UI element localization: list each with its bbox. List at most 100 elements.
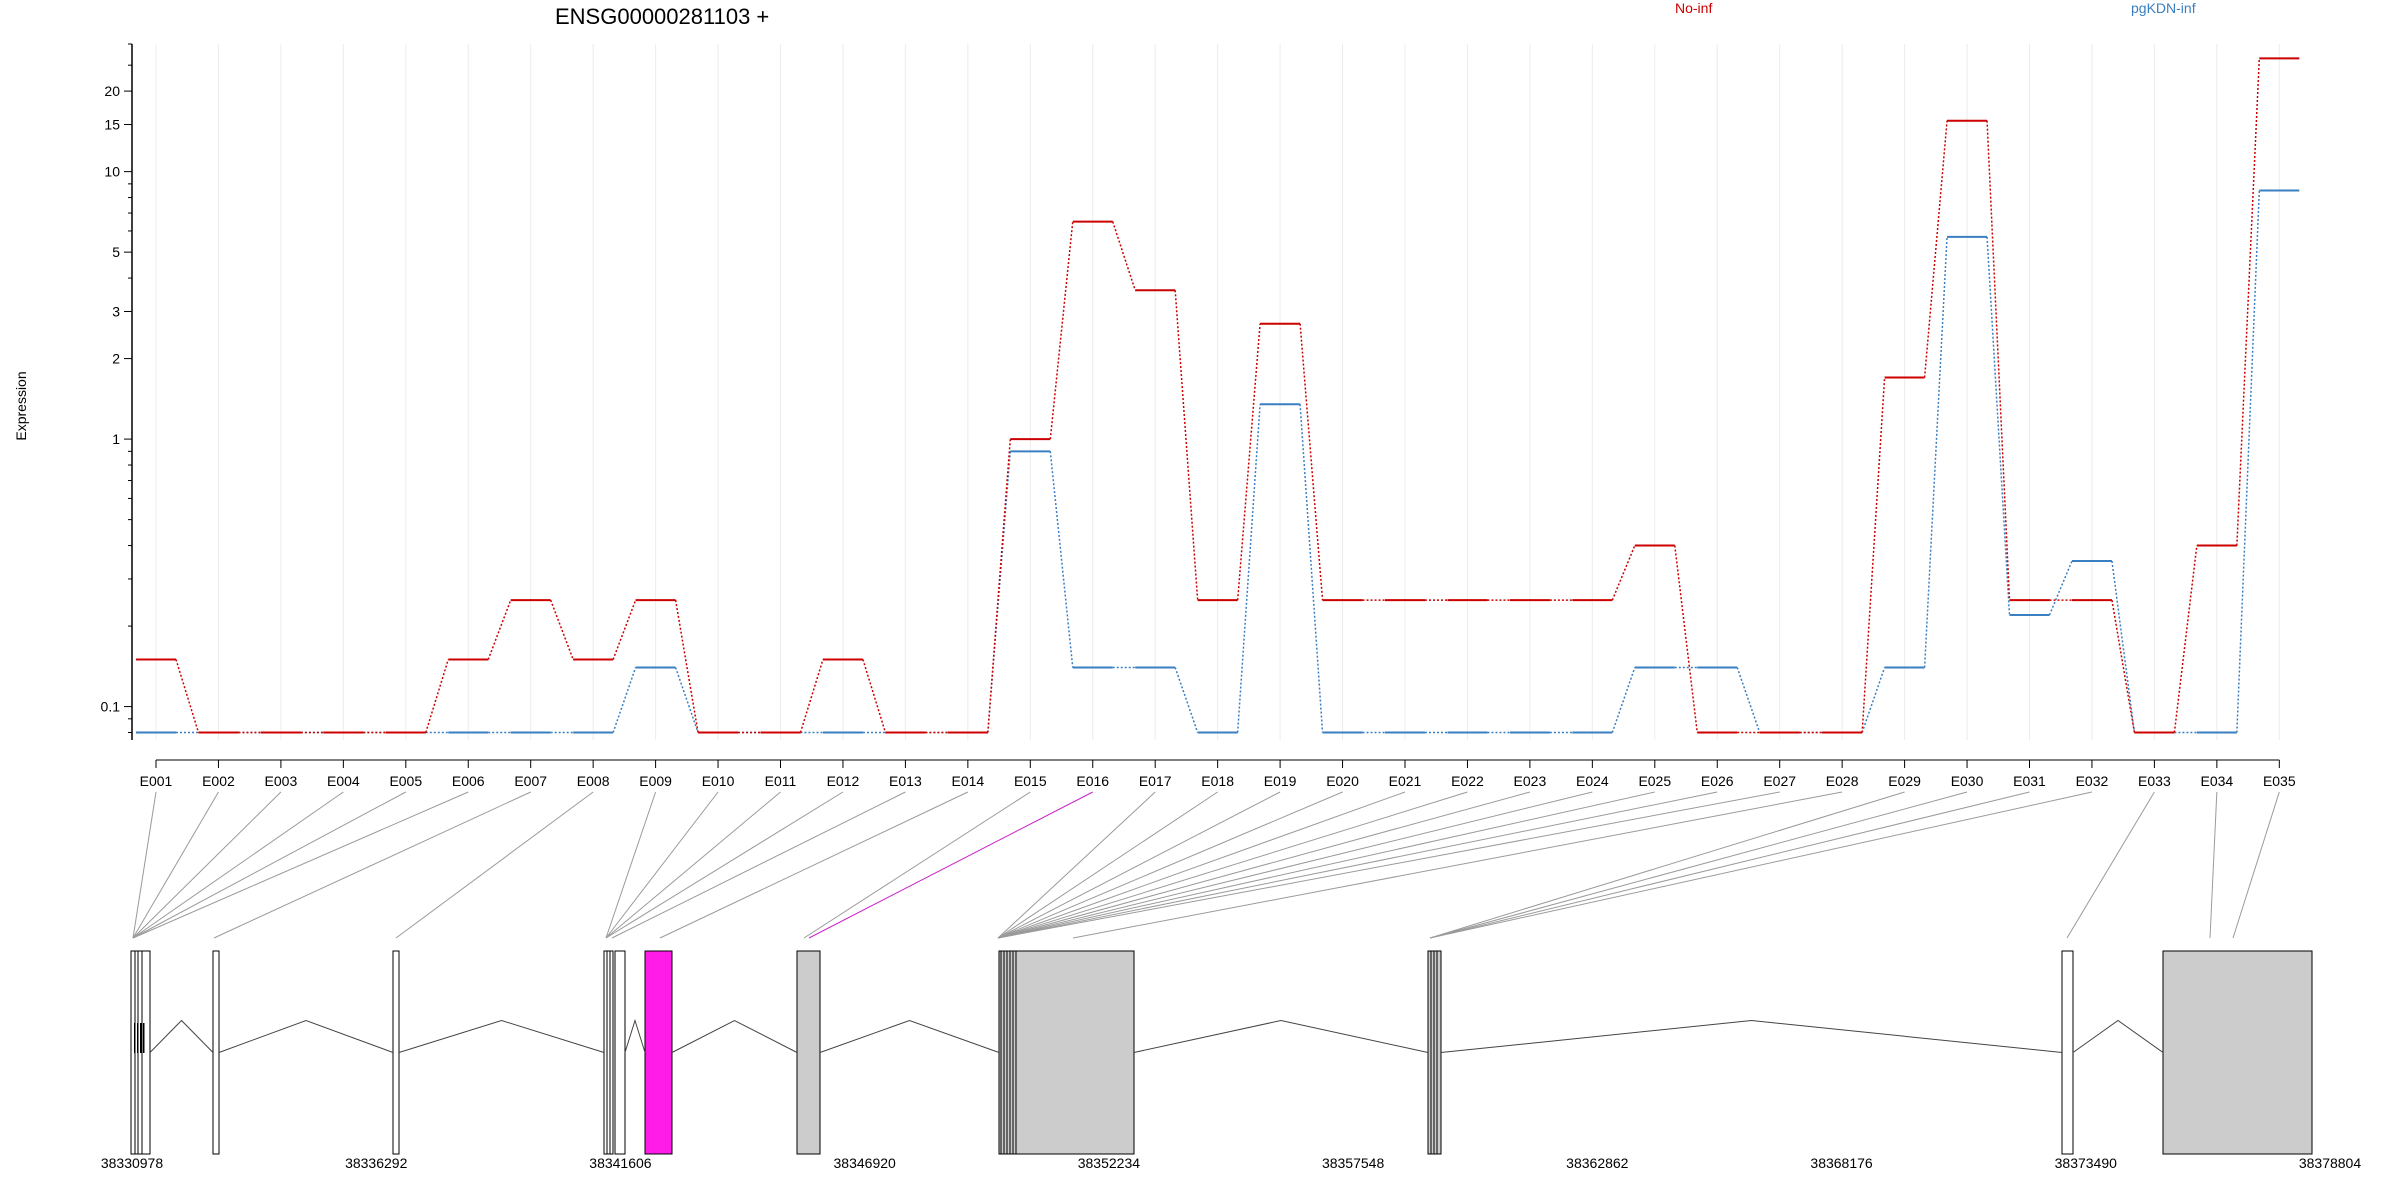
x-tick-label: E010	[702, 773, 735, 789]
intron	[1133, 1019, 1429, 1053]
x-tick-label: E011	[765, 773, 797, 789]
exon-connector	[997, 791, 1718, 939]
x-tick-label: E024	[1576, 773, 1609, 789]
exon-connector	[605, 791, 781, 939]
exon-box	[2162, 950, 2313, 1155]
exon-box	[644, 950, 673, 1155]
exon-connector	[605, 791, 719, 939]
exon-box	[603, 950, 614, 1155]
x-tick-label: E008	[577, 773, 610, 789]
exon-tick	[137, 1023, 139, 1053]
exon-connector	[997, 791, 1780, 939]
intron	[398, 1019, 605, 1053]
series-connector	[1923, 236, 1948, 668]
x-tick-label: E025	[1638, 773, 1671, 789]
x-tick-label: E028	[1826, 773, 1859, 789]
series-connector	[2173, 545, 2198, 733]
series-connector	[1049, 451, 1074, 668]
x-tick-label: E026	[1701, 773, 1734, 789]
x-tick-label: E013	[889, 773, 922, 789]
genomic-tick-label: 38368176	[1810, 1155, 1873, 1171]
exon-tick	[140, 1023, 142, 1053]
x-tick-label: E027	[1763, 773, 1796, 789]
exon-connector	[605, 791, 844, 939]
series-connector	[862, 659, 887, 733]
exon-box	[212, 950, 220, 1155]
x-tick-label: E015	[1014, 773, 1047, 789]
series-connector	[2111, 560, 2136, 733]
exon-connector	[1429, 791, 1968, 939]
exon-connector	[997, 791, 1593, 939]
legend-pgkdn-inf: pgKDN-inf	[2131, 0, 2196, 16]
y-tick-label: 5	[112, 244, 120, 260]
exon-connector	[605, 791, 657, 939]
x-tick-label: E031	[2013, 773, 2046, 789]
exon-connector	[132, 791, 157, 939]
series-connector	[2111, 600, 2136, 733]
series-connector	[612, 599, 637, 660]
x-tick-label: E032	[2076, 773, 2109, 789]
vertical-grid	[155, 44, 2280, 740]
intron	[819, 1019, 1000, 1053]
series-connector	[1986, 120, 2011, 601]
x-tick-label: E012	[827, 773, 860, 789]
exon-connector	[997, 791, 1218, 939]
x-tick-label: E002	[202, 773, 235, 789]
series-connector	[549, 599, 574, 660]
exon-connector	[997, 791, 1281, 939]
exon-connector	[808, 791, 1093, 939]
exon-tick	[134, 1023, 136, 1053]
genomic-tick-label: 38336292	[345, 1155, 408, 1171]
intron	[2072, 1019, 2164, 1053]
intron	[149, 1019, 214, 1053]
exon-connector	[132, 791, 407, 939]
exon-connector	[659, 791, 969, 939]
y-tick-label: 20	[104, 83, 120, 99]
exon-connector	[997, 791, 1531, 939]
series-connector	[799, 659, 824, 733]
genomic-tick-label: 38341606	[589, 1155, 652, 1171]
x-tick-label: E020	[1326, 773, 1359, 789]
series-connector	[1299, 404, 1324, 733]
intron	[218, 1019, 394, 1053]
x-tick-label: E006	[452, 773, 485, 789]
genomic-tick-label: 38362862	[1566, 1155, 1629, 1171]
y-tick-label: 3	[112, 303, 120, 319]
series-connector	[1736, 667, 1761, 733]
series-connector	[2048, 560, 2073, 616]
exon-connector	[997, 791, 1156, 939]
y-tick-label: 15	[104, 117, 120, 133]
exon-connector	[2066, 791, 2155, 939]
exon-tick	[143, 1023, 145, 1053]
y-axis: 0.1 1 2 3 5 10 15 20	[101, 43, 133, 740]
intron	[624, 1018, 646, 1053]
exon-connector	[997, 791, 1655, 939]
series-connector	[1112, 221, 1136, 291]
x-tick-label: E005	[389, 773, 422, 789]
exon-connector	[132, 791, 469, 939]
x-tick-label: E030	[1951, 773, 1984, 789]
series-connector	[612, 667, 637, 733]
series-connector	[1611, 667, 1636, 733]
exon-connector	[997, 791, 1343, 939]
y-tick-label: 1	[112, 431, 120, 447]
x-tick-label: E004	[327, 773, 360, 789]
x-tick-label: E016	[1076, 773, 1109, 789]
y-tick-label: 0.1	[101, 699, 121, 715]
series-connector	[987, 439, 1012, 733]
exon-connector	[1429, 791, 1905, 939]
exon-connector	[132, 791, 344, 939]
x-tick-label: E007	[514, 773, 547, 789]
exon-box	[2061, 950, 2074, 1155]
y-tick-label: 10	[104, 164, 120, 180]
x-tick-label: E009	[639, 773, 672, 789]
x-tick-label: E014	[951, 773, 984, 789]
intron	[1440, 1019, 2063, 1053]
genomic-tick-label: 38357548	[1322, 1155, 1385, 1171]
exon-connector	[2209, 791, 2218, 939]
series-connector	[1986, 236, 2011, 616]
exon-connector	[132, 791, 219, 939]
series-connector	[674, 600, 699, 733]
x-tick-label: E001	[140, 773, 173, 789]
